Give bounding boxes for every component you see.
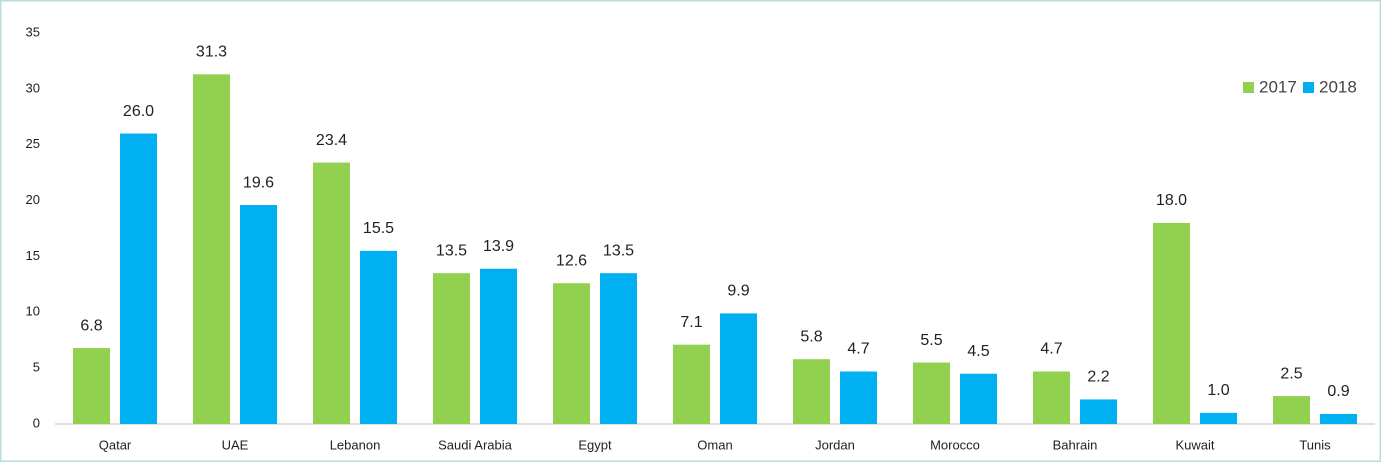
y-tick-label: 35 (26, 24, 40, 39)
value-label: 6.8 (80, 317, 102, 334)
bar (193, 74, 230, 424)
value-label: 4.7 (1040, 341, 1062, 358)
value-label: 26.0 (123, 103, 154, 120)
bar (1033, 371, 1070, 424)
bar (1200, 412, 1237, 424)
value-label: 31.3 (196, 44, 227, 61)
value-label: 13.5 (436, 242, 467, 259)
legend-label: 2017 (1259, 77, 1297, 96)
value-label: 4.5 (967, 343, 989, 360)
value-label: 2.2 (1087, 369, 1109, 386)
x-tick-label: Saudi Arabia (438, 437, 512, 452)
bar (313, 162, 350, 425)
bar (1273, 396, 1310, 424)
bar (480, 268, 517, 424)
bar (960, 373, 997, 424)
value-label: 5.8 (800, 328, 822, 345)
x-tick-label: Lebanon (330, 437, 381, 452)
value-label: 7.1 (680, 314, 702, 331)
x-tick-label: Morocco (930, 437, 980, 452)
bar (1320, 413, 1357, 424)
value-label: 0.9 (1327, 383, 1349, 400)
value-label: 13.9 (483, 238, 514, 255)
legend-swatch (1243, 82, 1254, 93)
bar (553, 283, 590, 424)
bar (1080, 399, 1117, 424)
legend-label: 2018 (1319, 77, 1357, 96)
value-label: 13.5 (603, 242, 634, 259)
bar (673, 344, 710, 424)
bar (720, 313, 757, 424)
x-tick-label: Jordan (815, 437, 855, 452)
bar (73, 348, 110, 424)
value-label: 4.7 (847, 341, 869, 358)
bar (913, 362, 950, 424)
value-label: 1.0 (1207, 382, 1229, 399)
x-tick-label: Tunis (1299, 437, 1331, 452)
bar (793, 359, 830, 424)
x-tick-label: Egypt (578, 437, 612, 452)
bar (840, 371, 877, 424)
value-label: 2.5 (1280, 365, 1302, 382)
y-tick-label: 5 (33, 360, 40, 375)
value-label: 9.9 (727, 283, 749, 300)
y-tick-label: 0 (33, 415, 40, 430)
x-tick-label: UAE (222, 437, 249, 452)
value-label: 12.6 (556, 252, 587, 269)
y-tick-label: 15 (26, 248, 40, 263)
x-tick-label: Kuwait (1175, 437, 1214, 452)
bar (433, 273, 470, 424)
value-label: 23.4 (316, 132, 347, 149)
y-tick-label: 25 (26, 136, 40, 151)
value-label: 19.6 (243, 174, 274, 191)
bar (120, 133, 157, 425)
bar (1153, 222, 1190, 424)
bar (240, 205, 277, 424)
y-tick-label: 30 (26, 80, 40, 95)
x-tick-label: Oman (697, 437, 732, 452)
x-tick-label: Bahrain (1053, 437, 1098, 452)
y-tick-label: 20 (26, 192, 40, 207)
x-tick-label: Qatar (99, 437, 132, 452)
value-label: 5.5 (920, 332, 942, 349)
bar (600, 273, 637, 424)
value-label: 18.0 (1156, 192, 1187, 209)
bar (360, 250, 397, 424)
value-label: 15.5 (363, 220, 394, 237)
legend-swatch (1303, 82, 1314, 93)
y-tick-label: 10 (26, 304, 40, 319)
